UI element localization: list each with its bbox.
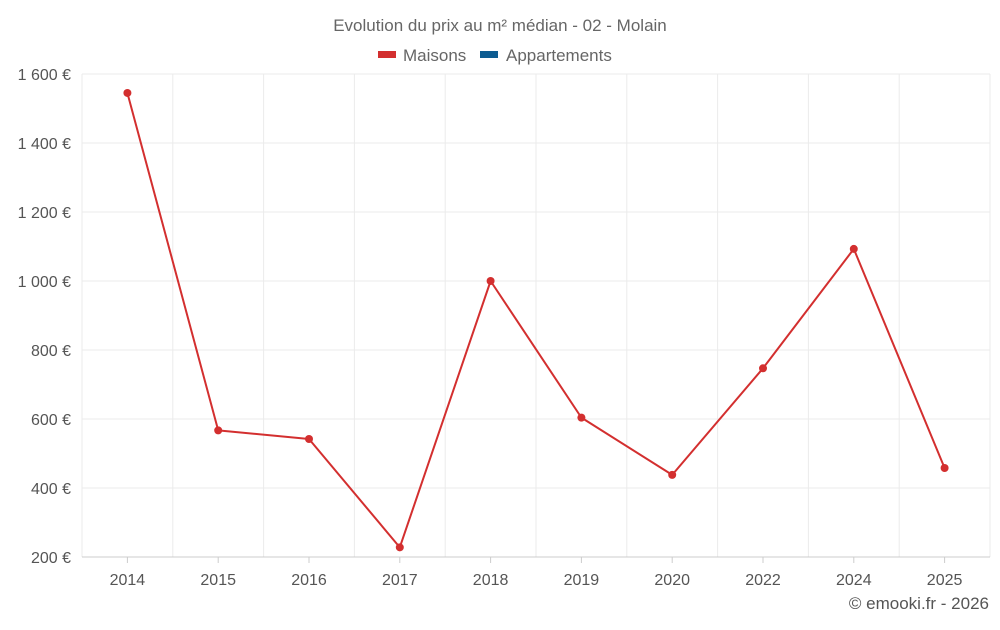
- x-tick-label: 2019: [564, 572, 600, 589]
- series-group: [123, 88, 949, 552]
- y-tick-label: 600 €: [31, 412, 71, 429]
- y-tick-label: 200 €: [31, 550, 71, 567]
- legend: Maisons Appartements: [378, 46, 612, 65]
- data-point[interactable]: [123, 88, 132, 97]
- x-tick-label: 2017: [382, 572, 418, 589]
- series-line-maisons: [126, 92, 946, 549]
- data-point[interactable]: [849, 244, 858, 253]
- legend-label-appartements: Appartements: [506, 46, 612, 65]
- y-tick-label: 1 000 €: [18, 274, 71, 291]
- x-tick-label: 2025: [927, 572, 963, 589]
- data-point[interactable]: [305, 435, 313, 444]
- legend-swatch-maisons: [378, 51, 396, 58]
- data-point[interactable]: [486, 277, 495, 285]
- y-tick-label: 1 200 €: [18, 205, 71, 222]
- axes: 200 € 400 € 600 € 800 € 1 000 € 1 200 € 1 400 …: [18, 67, 990, 589]
- x-tick-label: 2024: [836, 572, 872, 589]
- y-tick-label: 1 400 €: [18, 136, 71, 153]
- data-point[interactable]: [668, 470, 677, 479]
- legend-label-maisons: Maisons: [403, 46, 466, 65]
- y-tick-label: 1 600 €: [18, 67, 71, 84]
- footer-credit: © emooki.fr - 2026: [849, 594, 989, 613]
- grid: [81, 73, 991, 558]
- data-point[interactable]: [577, 413, 586, 422]
- x-tick-label: 2014: [110, 572, 146, 589]
- chart-title: Evolution du prix au m² médian - 02 - Mo…: [333, 16, 667, 35]
- legend-item-maisons[interactable]: Maisons: [378, 46, 466, 65]
- legend-item-appartements[interactable]: Appartements: [480, 46, 612, 65]
- data-point[interactable]: [940, 463, 949, 472]
- x-tick-label: 2015: [200, 572, 236, 589]
- data-point[interactable]: [214, 426, 223, 435]
- y-tick-label: 800 €: [31, 343, 71, 360]
- data-point[interactable]: [395, 543, 404, 552]
- x-tick-label: 2018: [473, 572, 509, 589]
- legend-swatch-appartements: [480, 51, 498, 58]
- x-tick-label: 2016: [291, 572, 327, 589]
- x-tick-label: 2022: [745, 572, 781, 589]
- data-point[interactable]: [759, 364, 767, 373]
- x-tick-label: 2020: [654, 572, 690, 589]
- y-tick-label: 400 €: [31, 481, 71, 498]
